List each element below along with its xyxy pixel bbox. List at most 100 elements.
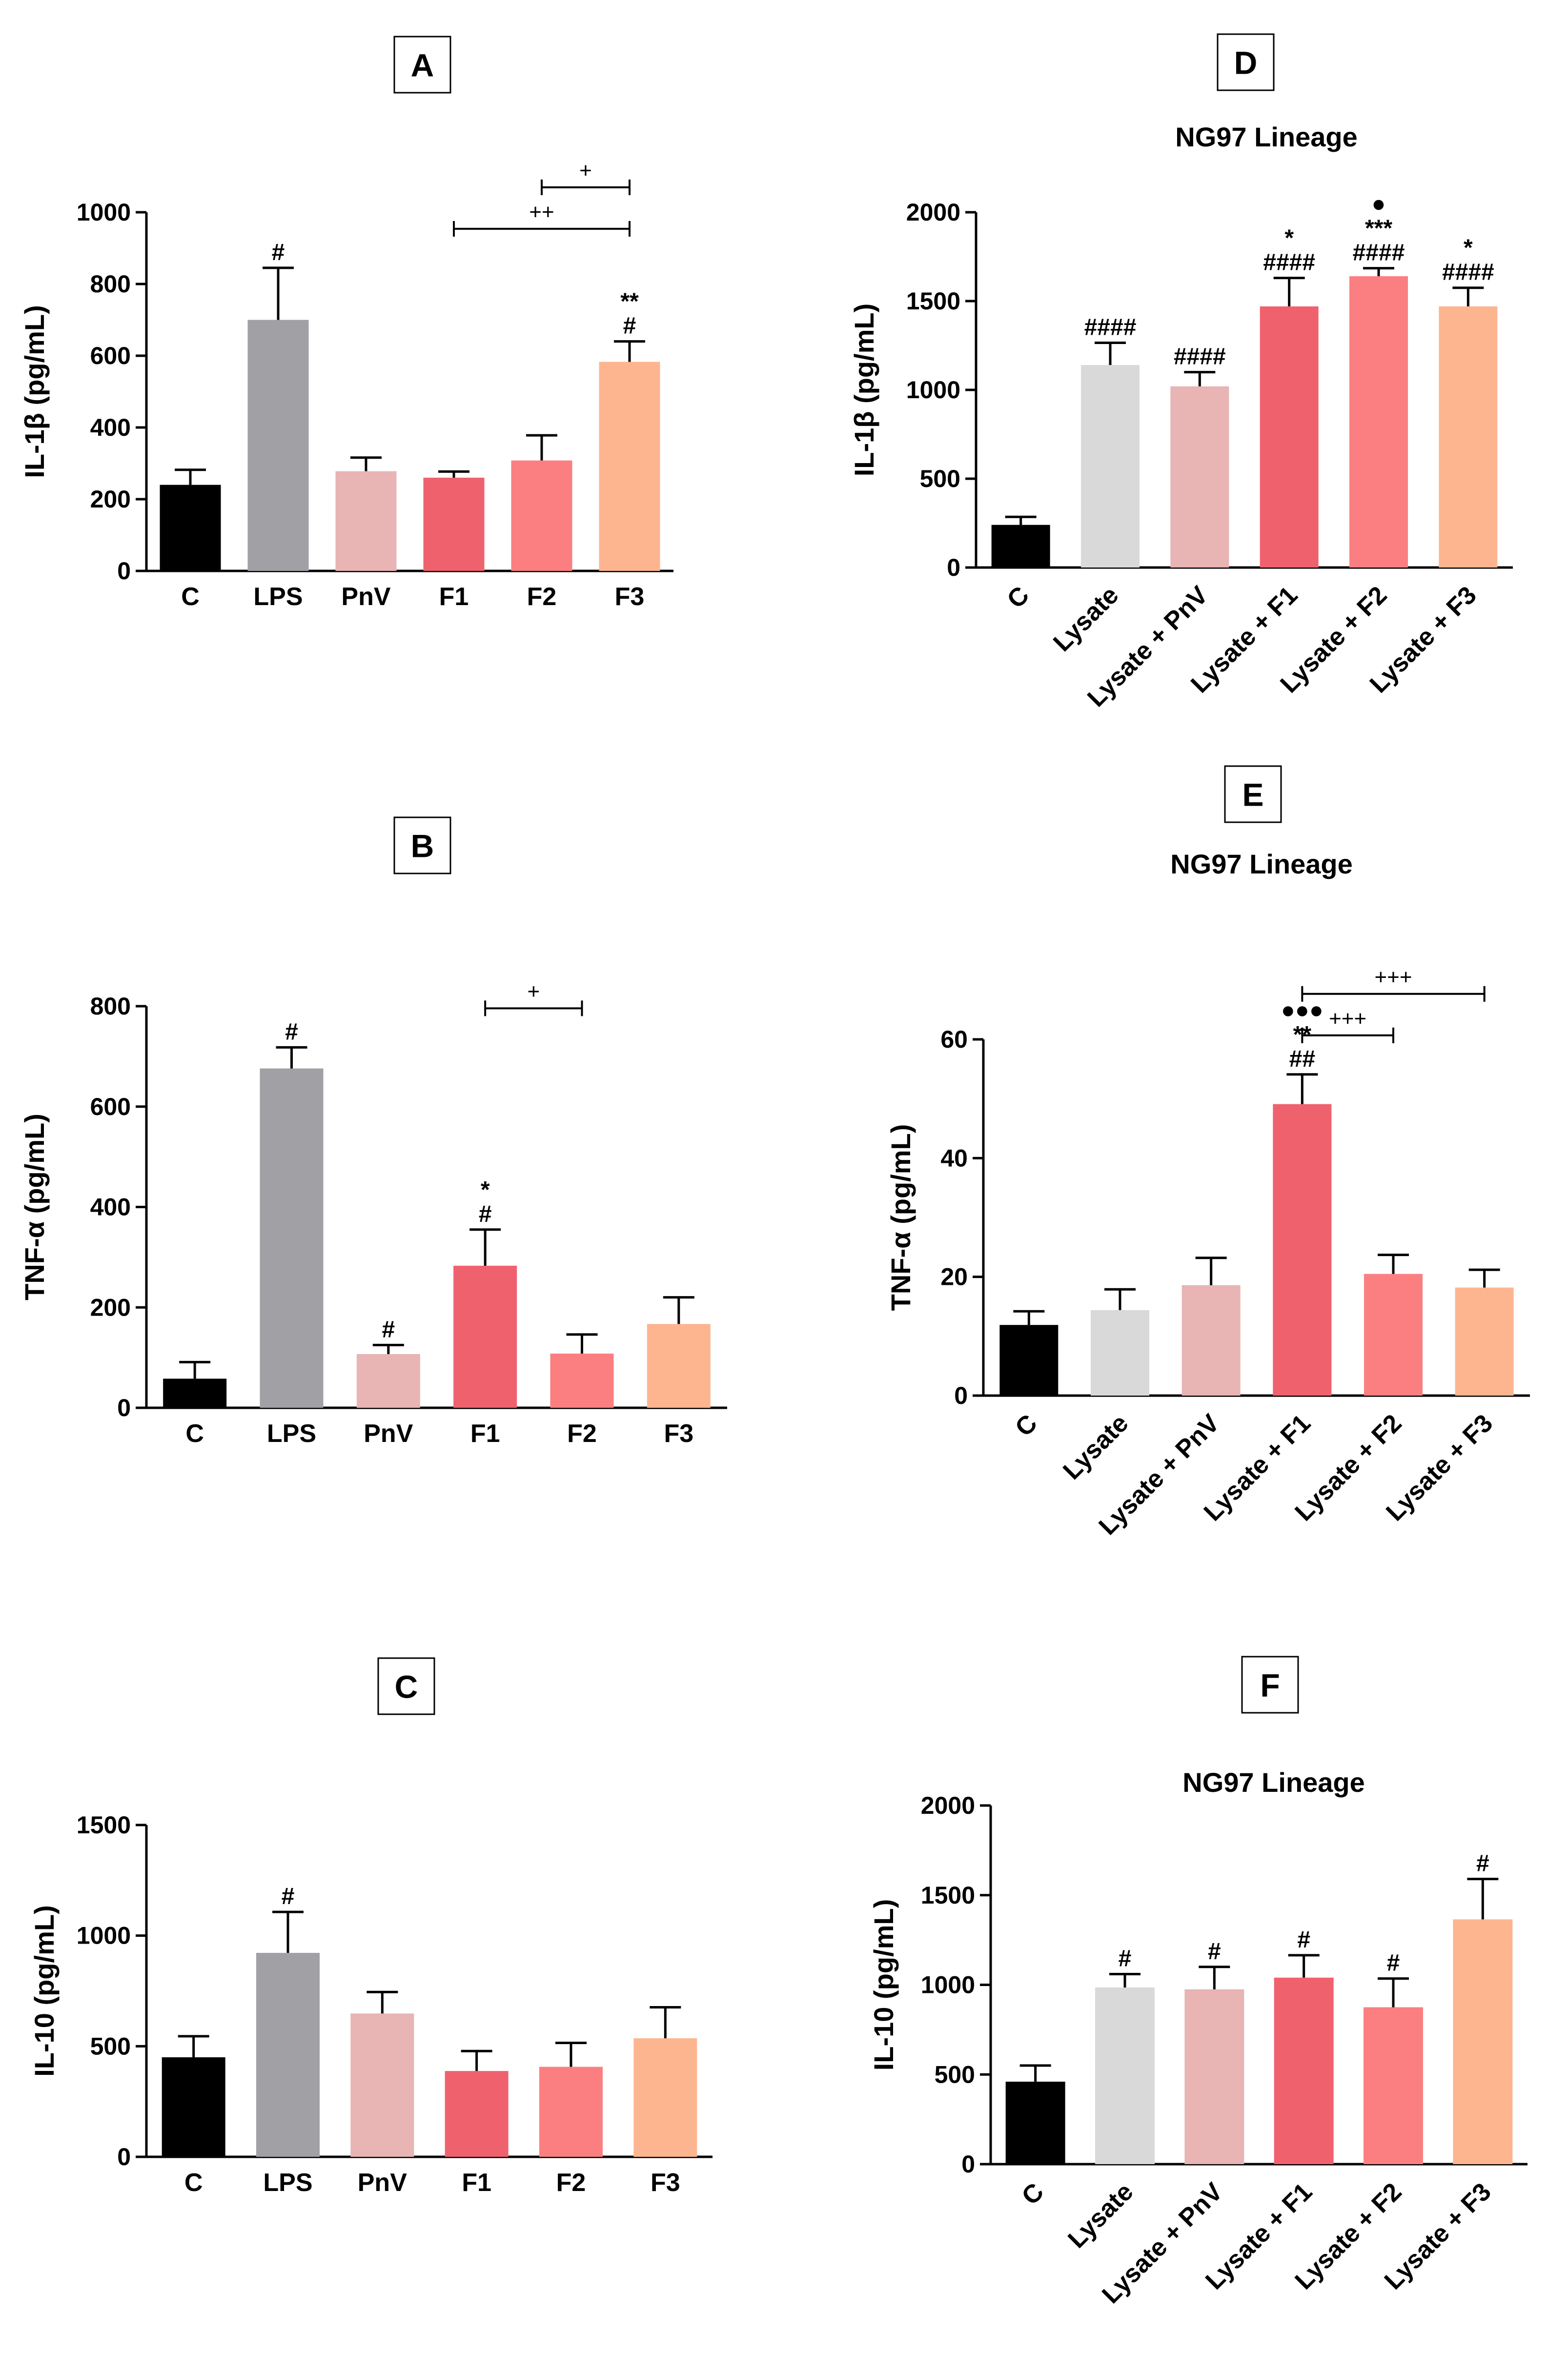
y-tick-label: 40: [940, 1144, 968, 1172]
significance-annotation: ####: [1353, 240, 1405, 266]
chart-panel-E: E NG97 Lineage 0 20 40 60 TNF-α (pg/mL) C Lysate…: [885, 765, 1530, 1541]
y-axis-label: IL-10 (pg/mL): [29, 1905, 60, 2077]
chart-panel-F: F NG97 Lineage 0 500 1000 1500 2000 IL-10 (pg/m…: [868, 1656, 1527, 2309]
x-tick-label: Lysate: [1062, 2177, 1139, 2253]
y-tick-label: 2000: [906, 199, 960, 226]
y-tick-label: 1000: [77, 199, 131, 226]
y-tick-label: 20: [940, 1263, 968, 1291]
significance-annotation: #: [1387, 1950, 1400, 1976]
x-tick-label: F2: [556, 2169, 586, 2197]
x-tick-label: Lysate: [1048, 581, 1124, 657]
chart-panel-D: D NG97 Lineage 0 500 1000 1500 2000 IL-1β (pg/m…: [849, 33, 1513, 712]
y-tick-label: 0: [117, 1394, 131, 1421]
bar-lysate-f3: [1439, 306, 1498, 568]
panel-letter-box: [393, 36, 451, 94]
bar-lysate-pnv: [1170, 386, 1229, 568]
significance-annotation: #: [479, 1201, 492, 1227]
bar-lysate-f3: [1455, 1287, 1514, 1396]
significance-annotation: #: [1297, 1927, 1310, 1953]
significance-annotation: ####: [1263, 250, 1315, 276]
panel-letter: A: [411, 47, 434, 83]
y-tick-label: 200: [90, 1294, 131, 1321]
panel-letter: E: [1242, 777, 1263, 813]
y-axis-label: IL-1β (pg/mL): [849, 304, 879, 477]
chart-title: NG97 Lineage: [1175, 122, 1357, 152]
bar-lysate-f1: [1273, 1104, 1332, 1396]
x-tick-label: F3: [664, 1420, 693, 1448]
bar-lysate: [1091, 1310, 1149, 1396]
bar-c: [999, 1325, 1059, 1396]
bar-f3: [599, 362, 660, 571]
significance-annotation: #: [1208, 1939, 1221, 1965]
y-tick-label: 2000: [921, 1792, 975, 1819]
significance-annotation: ***: [1365, 216, 1392, 242]
chart-title: NG97 Lineage: [1170, 849, 1352, 879]
bracket-label: +++: [1374, 965, 1412, 989]
x-tick-label: LPS: [263, 2169, 312, 2197]
y-tick-label: 800: [90, 270, 131, 298]
x-tick-label: PnV: [341, 583, 390, 611]
bar-f3: [647, 1324, 711, 1408]
significance-annotation: #: [272, 240, 285, 265]
y-axis-label: TNF-α (pg/mL): [19, 1114, 50, 1300]
bar-f2: [550, 1353, 614, 1408]
bar-f1: [453, 1265, 517, 1408]
x-tick-label: C: [185, 1420, 204, 1448]
y-tick-label: 1500: [77, 1811, 131, 1839]
bracket-label: +: [527, 979, 540, 1003]
bar-c: [163, 1379, 227, 1408]
y-tick-label: 200: [90, 486, 131, 513]
bar-lysate-f2: [1364, 1274, 1423, 1396]
y-axis-label: TNF-α (pg/mL): [885, 1124, 916, 1311]
x-tick-label: F2: [567, 1420, 597, 1448]
significance-annotation: #: [623, 313, 636, 339]
y-tick-label: 800: [90, 993, 131, 1020]
significance-annotation: #: [1119, 1946, 1132, 1971]
bracket-label: +: [579, 159, 592, 183]
significance-annotation: #: [382, 1317, 395, 1342]
bar-lysate-f1: [1260, 306, 1319, 568]
x-tick-label: F1: [470, 1420, 500, 1448]
y-tick-label: 400: [90, 414, 131, 441]
x-tick-label: C: [184, 2169, 203, 2197]
bar-lysate-f3: [1453, 1919, 1513, 2164]
bar-lysate-f1: [1274, 1977, 1334, 2164]
y-tick-label: 0: [947, 554, 960, 581]
significance-annotation: *: [481, 1177, 490, 1203]
x-tick-label: LPS: [267, 1420, 316, 1448]
bar-f1: [445, 2071, 509, 2157]
bar-lysate: [1081, 365, 1140, 568]
x-tick-label: Lysate: [1058, 1409, 1134, 1485]
bar-lps: [260, 1068, 324, 1408]
panel-letter: B: [411, 828, 434, 864]
bar-pnv: [335, 471, 397, 571]
significance-annotation: #: [282, 1884, 295, 1909]
x-tick-label: LPS: [253, 583, 303, 611]
chart-panel-C: C 0 500 1000 1500 IL-10 (pg/mL) C # LPS PnV F1 F2 F3: [29, 1657, 713, 2197]
y-tick-label: 1000: [77, 1922, 131, 1949]
y-tick-label: 1500: [906, 287, 960, 315]
x-tick-label: C: [1010, 1409, 1043, 1442]
panel-letter-box: [377, 1657, 435, 1715]
bar-f3: [633, 2038, 697, 2157]
y-axis-label: IL-1β (pg/mL): [19, 305, 50, 478]
bar-lysate-pnv: [1181, 1285, 1241, 1396]
bar-f2: [539, 2067, 603, 2157]
x-tick-label: C: [1002, 581, 1035, 614]
y-tick-label: 600: [90, 1093, 131, 1120]
bar-c: [162, 2057, 225, 2157]
y-tick-label: 0: [117, 2143, 131, 2170]
y-axis-label: IL-10 (pg/mL): [868, 1899, 899, 2071]
x-tick-label: F3: [651, 2169, 680, 2197]
x-tick-label: C: [1017, 2177, 1050, 2211]
bar-lps: [247, 320, 309, 571]
x-tick-label: PnV: [358, 2169, 407, 2197]
bracket-label: ++: [529, 200, 554, 224]
bar-c: [160, 485, 221, 571]
significance-annotation: ●: [1372, 191, 1386, 217]
y-tick-label: 0: [961, 2150, 975, 2178]
panel-letter-box: [1241, 1656, 1299, 1714]
x-tick-label: F2: [527, 583, 557, 611]
